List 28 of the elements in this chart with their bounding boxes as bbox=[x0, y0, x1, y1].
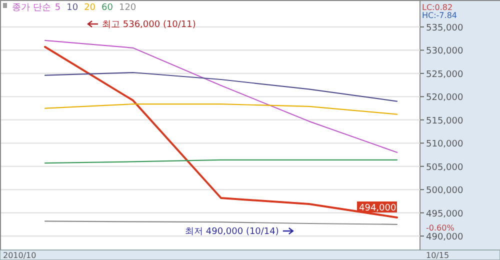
text: -0.60% bbox=[426, 223, 455, 232]
text: 10 bbox=[66, 3, 78, 13]
y-tick-label: 525,000 bbox=[426, 70, 464, 80]
line-series bbox=[44, 104, 398, 115]
y-tick-label: 490,000 bbox=[426, 232, 464, 243]
text: 2010/10 bbox=[3, 251, 36, 260]
annotation: 최저 490,000 (10/14) bbox=[185, 227, 279, 237]
text: HC:-7.84 bbox=[422, 11, 457, 20]
text: 60 bbox=[102, 3, 114, 13]
text: 10/15 bbox=[426, 251, 450, 260]
y-tick-label: 505,000 bbox=[426, 162, 464, 173]
line-series bbox=[44, 40, 398, 153]
text: LC:0.82 bbox=[422, 3, 453, 12]
y-tick-label: 515,000 bbox=[426, 116, 464, 126]
line-series bbox=[44, 72, 398, 102]
annotation: 최고 536,000 (10/11) bbox=[102, 20, 196, 30]
y-tick-label: 495,000 bbox=[426, 209, 464, 220]
y-tick-label: 530,000 bbox=[426, 46, 464, 57]
text: 20 bbox=[84, 3, 96, 13]
data-label: 494,000 bbox=[359, 203, 396, 214]
y-tick-label: 535,000 bbox=[426, 23, 464, 34]
line-series bbox=[44, 46, 398, 218]
legend-title: 종가 단순 bbox=[12, 3, 51, 13]
y-tick-label: 520,000 bbox=[426, 93, 464, 104]
text: 120 bbox=[118, 3, 136, 13]
y-tick-label: 500,000 bbox=[426, 186, 464, 196]
text: 5 bbox=[54, 3, 61, 13]
y-tick-label: 510,000 bbox=[426, 140, 464, 150]
